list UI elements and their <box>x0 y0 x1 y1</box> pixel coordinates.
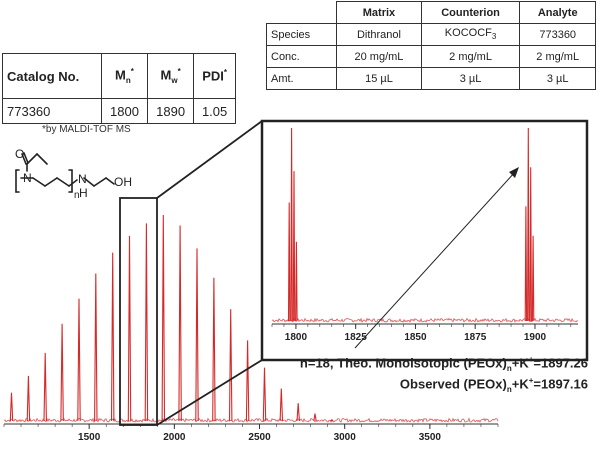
spectrum-peak <box>290 127 293 322</box>
spectrum-peak <box>94 273 98 422</box>
mw-header: Mw* <box>147 53 195 99</box>
spectrum-peak <box>178 225 182 422</box>
spectrum-peak <box>292 171 296 322</box>
counterion-header: Counterion <box>420 1 521 24</box>
matrix-cell: Dithranol <box>336 23 422 46</box>
table-row: Amt. 15 µL 3 µL 3 µL <box>265 67 596 90</box>
x-tick-label: 3000 <box>334 432 357 443</box>
spectrum-peak <box>60 323 64 422</box>
amide-n-label: N <box>23 171 32 185</box>
zoom-connector-bottom <box>156 359 263 426</box>
footnote: *by MALDI-TOF MS <box>42 124 131 135</box>
x-tick-label: 1875 <box>464 332 487 343</box>
annotation-arrow-head <box>509 167 519 178</box>
spectrum-peak <box>26 375 31 422</box>
analyte-cell: 3 µL <box>519 67 596 90</box>
matrix-cell: 15 µL <box>336 67 422 90</box>
x-tick-label: 1850 <box>404 332 427 343</box>
x-tick-label: 2500 <box>248 432 271 443</box>
spectrum-peak <box>9 392 14 422</box>
mw-cell: 1890 <box>147 98 195 124</box>
catalog-header: Catalog No. <box>2 53 102 99</box>
spectrum-peak <box>524 206 528 322</box>
table-row: Species Dithranol KOCOCF3 773360 <box>265 23 596 46</box>
x-tick-label: 2000 <box>163 432 186 443</box>
repeat-index-label: n <box>74 190 80 201</box>
spectrum-peak <box>279 388 284 422</box>
mn-header: Mn* <box>100 53 149 99</box>
zoom-rectangle <box>119 197 158 426</box>
pdi-cell: 1.05 <box>193 98 236 124</box>
spectrum-peak <box>296 403 300 422</box>
spectrum-peak <box>77 298 81 422</box>
spectrum-peak <box>195 248 199 422</box>
zoom-connector-top <box>156 120 263 199</box>
prep-table: Matrix Counterion Analyte Species Dithra… <box>265 1 596 90</box>
spectrum-peak <box>531 235 535 322</box>
theoretical-mass-annotation: n=18, Theo. Monoisotopic (PEOx)n+K+=1897… <box>299 355 588 373</box>
spectrum-peak <box>161 214 166 422</box>
hydroxyl-label: OH <box>114 175 132 189</box>
spectrum-peak <box>287 202 291 322</box>
spectrum-peak <box>330 419 334 422</box>
annotation-arrow-line <box>354 171 516 349</box>
x-tick-label: 1825 <box>345 332 368 343</box>
spectrum-peak <box>43 352 47 422</box>
amine-n-label: N <box>78 172 87 186</box>
spectrum-peak <box>262 367 267 422</box>
spectrum-peak <box>295 241 298 322</box>
analyte-cell: 773360 <box>519 23 596 46</box>
spectrum-peak <box>110 252 115 422</box>
x-tick-label: 1900 <box>524 332 547 343</box>
mn-cell: 1800 <box>100 98 149 124</box>
observed-mass-annotation: Observed (PEOx)n+K+=1897.16 <box>399 376 588 394</box>
spectrum-peak <box>529 167 532 322</box>
counterion-cell: 3 µL <box>420 67 521 90</box>
spectrum-peak <box>228 309 233 422</box>
peox-structure: O N n N H OH <box>15 147 132 201</box>
main-spectrum-plot: 1500 2000 2500 3000 3500 <box>3 214 499 443</box>
inset-spectrum-plot: 1800 1825 1850 1875 1900 <box>260 119 589 362</box>
spectrum-peak <box>313 413 317 422</box>
spectrum-peak <box>212 277 216 422</box>
amine-h-label: H <box>79 186 88 200</box>
carbonyl-oxygen-label: O <box>15 147 24 161</box>
x-tick-label: 1800 <box>285 332 308 343</box>
catalog-table: Catalog No. Mn* Mw* PDI* 773360 1800 189… <box>2 53 236 124</box>
catalog-cell: 773360 <box>2 98 102 124</box>
spectrum-peak <box>245 340 250 422</box>
row-label: Amt. <box>265 67 338 90</box>
baseline-noise <box>3 417 499 423</box>
spectrum-peak <box>127 235 132 422</box>
spectrum-peak <box>144 223 149 422</box>
x-tick-label: 3500 <box>419 432 442 443</box>
x-tick-label: 1500 <box>78 432 101 443</box>
zoom-decoration <box>119 120 519 426</box>
spectrum-peak <box>527 127 530 322</box>
table-row: 773360 1800 1890 1.05 <box>2 98 236 124</box>
